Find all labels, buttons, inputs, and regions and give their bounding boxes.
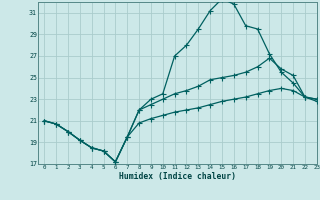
X-axis label: Humidex (Indice chaleur): Humidex (Indice chaleur) <box>119 172 236 181</box>
